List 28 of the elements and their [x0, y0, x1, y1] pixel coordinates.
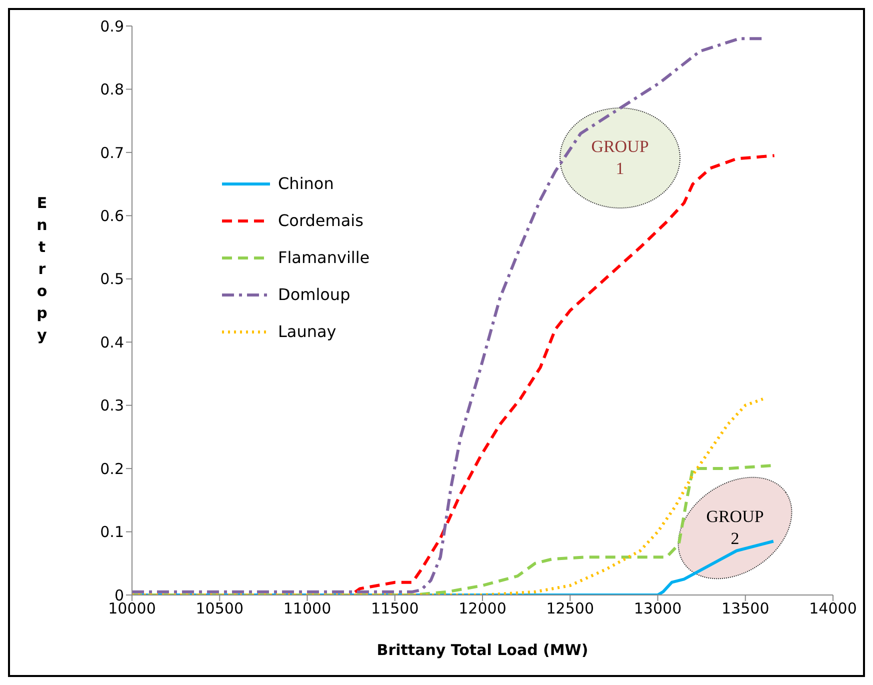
annotation: GROUP 2 — [706, 507, 764, 548]
y-tick-label: 0.7 — [100, 144, 124, 162]
y-tick-label: 0.1 — [100, 523, 124, 542]
y-tick-label: 0.4 — [100, 333, 124, 352]
y-tick-label: 0.2 — [100, 460, 124, 478]
x-tick-label: 11500 — [371, 600, 419, 618]
y-axis-title: Entropy — [36, 193, 48, 346]
y-tick-label: 0.8 — [100, 80, 124, 99]
legend-label: Cordemais — [278, 211, 364, 230]
annotation: GROUP 1 — [591, 137, 649, 178]
legend-label: Domloup — [278, 285, 350, 304]
x-tick-label: 11000 — [283, 600, 332, 618]
x-tick-label: 13000 — [634, 600, 682, 618]
x-tick-label: 10000 — [108, 600, 156, 618]
x-tick-label: 10500 — [196, 600, 244, 618]
legend-label: Chinon — [278, 174, 334, 193]
y-tick-label: 0.9 — [100, 17, 124, 36]
y-tick-label: 0.5 — [100, 270, 124, 288]
x-tick-label: 13500 — [722, 600, 770, 618]
y-tick-label: 0.6 — [100, 206, 124, 225]
y-tick-label: 0.3 — [100, 396, 124, 415]
line-series — [132, 398, 764, 595]
x-tick-label: 12000 — [458, 600, 506, 618]
legend-label: Launay — [278, 322, 336, 341]
x-axis-title: Brittany Total Load (MW) — [376, 641, 588, 659]
x-tick-label: 14000 — [809, 600, 857, 618]
x-tick-label: 12500 — [546, 600, 594, 618]
legend-label: Flamanville — [278, 248, 370, 267]
